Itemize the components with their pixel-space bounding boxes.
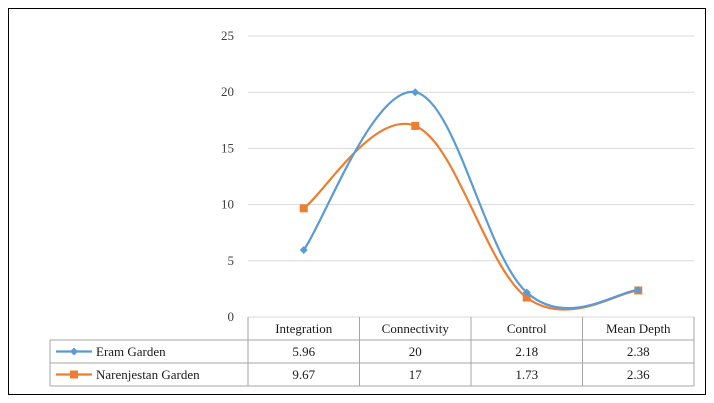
table-value: 2.36 <box>627 367 650 382</box>
data-point <box>299 204 308 213</box>
series-name: Narenjestan Garden <box>96 367 200 382</box>
legend-key-marker <box>70 370 78 379</box>
table-value: 2.18 <box>515 344 538 359</box>
legend-key-marker <box>70 347 78 356</box>
y-tick-label: 10 <box>221 197 234 212</box>
y-tick-label: 15 <box>221 140 234 155</box>
series-line-0 <box>302 91 639 310</box>
category-label: Mean Depth <box>606 321 671 336</box>
y-tick-label: 5 <box>228 253 235 268</box>
data-point <box>411 88 420 97</box>
table-value: 2.38 <box>627 344 650 359</box>
table-value: 1.73 <box>515 367 538 382</box>
category-label: Integration <box>275 321 333 336</box>
data-point <box>634 286 643 295</box>
table-value: 9.67 <box>292 367 315 382</box>
data-point <box>522 293 531 302</box>
y-tick-label: 0 <box>228 309 235 324</box>
y-tick-label: 20 <box>221 84 234 99</box>
series-name: Eram Garden <box>96 344 166 359</box>
table-value: 5.96 <box>292 344 315 359</box>
table-value: 17 <box>409 367 423 382</box>
chart-frame <box>8 8 706 395</box>
data-point <box>299 246 308 255</box>
y-tick-label: 25 <box>221 28 234 43</box>
table-value: 20 <box>409 344 422 359</box>
category-label: Control <box>507 321 547 336</box>
category-label: Connectivity <box>382 321 450 336</box>
data-point <box>411 121 420 130</box>
data-point <box>522 288 531 297</box>
